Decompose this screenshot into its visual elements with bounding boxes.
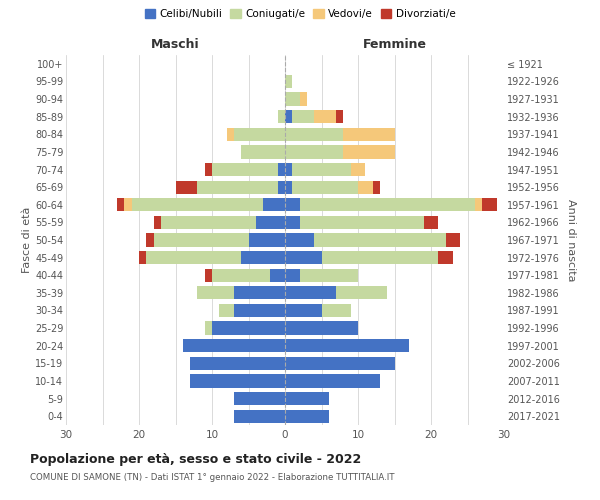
Bar	[190, 374, 285, 388]
Bar	[285, 251, 322, 264]
Bar	[190, 356, 285, 370]
Bar	[139, 251, 146, 264]
Bar	[343, 128, 395, 141]
Bar	[285, 198, 299, 211]
Text: Popolazione per età, sesso e stato civile - 2022: Popolazione per età, sesso e stato civil…	[30, 452, 361, 466]
Bar	[124, 198, 132, 211]
Bar	[146, 234, 154, 246]
Bar	[292, 180, 358, 194]
Bar	[299, 198, 475, 211]
Bar	[336, 110, 343, 124]
Bar	[285, 339, 409, 352]
Bar	[234, 286, 285, 300]
Bar	[424, 216, 438, 229]
Bar	[278, 163, 285, 176]
Y-axis label: Fasce di età: Fasce di età	[22, 207, 32, 273]
Bar	[336, 286, 387, 300]
Bar	[285, 286, 336, 300]
Bar	[161, 216, 256, 229]
Bar	[292, 110, 314, 124]
Bar	[285, 392, 329, 405]
Bar	[227, 128, 234, 141]
Bar	[285, 92, 299, 106]
Bar	[205, 163, 212, 176]
Bar	[285, 304, 322, 317]
Bar	[271, 268, 285, 282]
Bar	[256, 216, 285, 229]
Bar	[241, 251, 285, 264]
Bar	[176, 180, 197, 194]
Bar	[285, 234, 314, 246]
Bar	[314, 234, 446, 246]
Bar	[299, 92, 307, 106]
Bar	[205, 322, 212, 334]
Bar	[248, 234, 285, 246]
Bar	[278, 110, 285, 124]
Bar	[154, 216, 161, 229]
Bar	[263, 198, 285, 211]
Bar	[197, 180, 278, 194]
Text: Maschi: Maschi	[151, 38, 200, 52]
Bar	[322, 251, 438, 264]
Bar	[373, 180, 380, 194]
Bar	[241, 146, 285, 158]
Bar	[343, 146, 395, 158]
Bar	[234, 128, 285, 141]
Bar	[154, 234, 248, 246]
Bar	[299, 216, 424, 229]
Bar	[285, 146, 343, 158]
Y-axis label: Anni di nascita: Anni di nascita	[566, 198, 577, 281]
Bar	[234, 392, 285, 405]
Bar	[292, 163, 350, 176]
Bar	[197, 286, 234, 300]
Bar	[446, 234, 460, 246]
Bar	[475, 198, 482, 211]
Bar	[322, 304, 350, 317]
Bar	[220, 304, 234, 317]
Bar	[146, 251, 241, 264]
Bar	[285, 268, 299, 282]
Bar	[314, 110, 336, 124]
Bar	[285, 322, 358, 334]
Bar	[438, 251, 453, 264]
Bar	[205, 268, 212, 282]
Legend: Celibi/Nubili, Coniugati/e, Vedovi/e, Divorziati/e: Celibi/Nubili, Coniugati/e, Vedovi/e, Di…	[140, 5, 460, 24]
Bar	[132, 198, 263, 211]
Bar	[285, 128, 343, 141]
Bar	[212, 268, 271, 282]
Bar	[278, 180, 285, 194]
Bar	[285, 75, 292, 88]
Bar	[285, 110, 292, 124]
Bar	[183, 339, 285, 352]
Bar	[212, 163, 278, 176]
Bar	[299, 268, 358, 282]
Bar	[117, 198, 124, 211]
Bar	[234, 410, 285, 423]
Bar	[285, 180, 292, 194]
Text: COMUNE DI SAMONE (TN) - Dati ISTAT 1° gennaio 2022 - Elaborazione TUTTITALIA.IT: COMUNE DI SAMONE (TN) - Dati ISTAT 1° ge…	[30, 474, 395, 482]
Text: Femmine: Femmine	[362, 38, 427, 52]
Bar	[285, 216, 299, 229]
Bar	[212, 322, 285, 334]
Bar	[285, 410, 329, 423]
Bar	[285, 374, 380, 388]
Bar	[285, 356, 395, 370]
Bar	[234, 304, 285, 317]
Bar	[358, 180, 373, 194]
Bar	[350, 163, 365, 176]
Bar	[482, 198, 497, 211]
Bar	[285, 163, 292, 176]
